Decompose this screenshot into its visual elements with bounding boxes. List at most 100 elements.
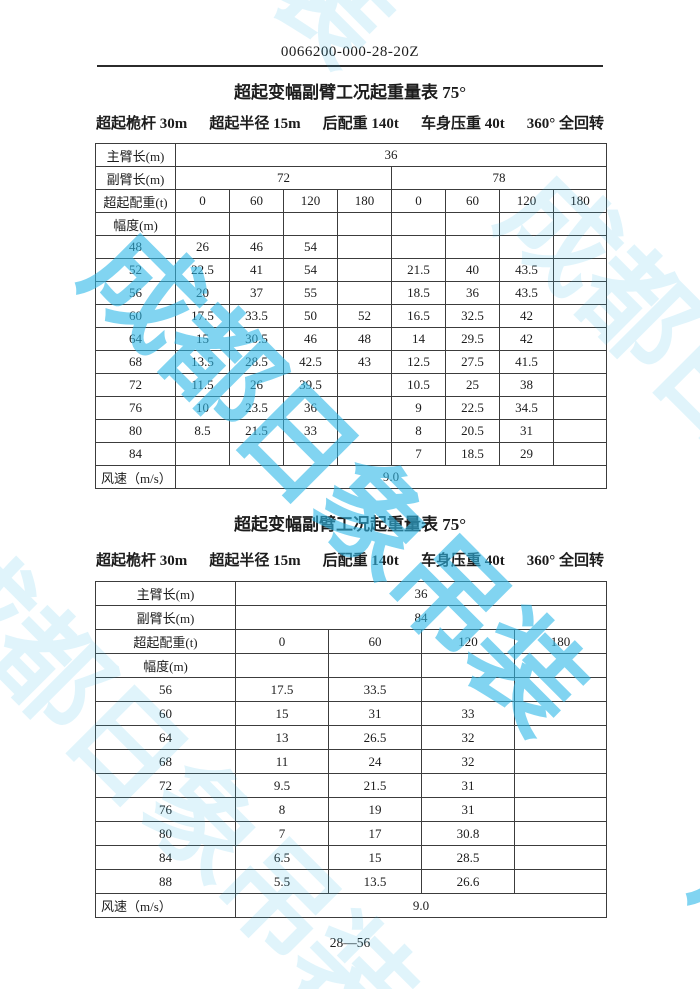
- capacity-cell: 41.5: [499, 350, 554, 374]
- capacity-cell: 43: [337, 350, 392, 374]
- capacity-cell: [421, 677, 515, 702]
- capacity-cell: [514, 725, 607, 750]
- radius-cell: 56: [95, 677, 236, 702]
- capacity-cell: 41: [229, 258, 284, 282]
- capacity-cell: 54: [283, 235, 338, 259]
- radius-cell: 68: [95, 749, 236, 774]
- capacity-cell: [514, 677, 607, 702]
- capacity-cell: [553, 281, 607, 305]
- capacity-cell: 42: [499, 304, 554, 328]
- main-boom-label-cell: 主臂长(m): [95, 581, 236, 606]
- capacity-cell: 32.5: [445, 304, 500, 328]
- capacity-cell: 20.5: [445, 419, 500, 443]
- capacity-cell: 17: [328, 821, 422, 846]
- capacity-cell: 17.5: [235, 677, 329, 702]
- radius-cell: 76: [95, 396, 176, 420]
- capacity-cell: [553, 373, 607, 397]
- capacity-cell: 22.5: [445, 396, 500, 420]
- capacity-cell: 23.5: [229, 396, 284, 420]
- amplitude-row: 60 17.5 33.5 50 52 16.5 32.5 42: [95, 304, 607, 328]
- amplitude-row: 72 9.5 21.5 31: [95, 773, 607, 798]
- capacity-cell: 13.5: [328, 869, 422, 894]
- empty-cell: [445, 212, 500, 236]
- param-slew-range: 360° 全回转: [526, 553, 604, 569]
- capacity-cell: 37: [229, 281, 284, 305]
- empty-cell: [391, 212, 446, 236]
- counterweight-value-cell: 60: [328, 629, 422, 654]
- capacity-cell: 33: [283, 419, 338, 443]
- capacity-cell: 15: [328, 845, 422, 870]
- jib-label-cell: 副臂长(m): [95, 605, 236, 630]
- capacity-cell: 7: [235, 821, 329, 846]
- amplitude-row: 60 15 31 33: [95, 701, 607, 726]
- capacity-cell: 28.5: [421, 845, 515, 870]
- counterweight-value-cell: 120: [283, 189, 338, 213]
- capacity-cell: 10: [175, 396, 230, 420]
- capacity-cell: 30.5: [229, 327, 284, 351]
- capacity-cell: 9: [391, 396, 446, 420]
- capacity-cell: 32: [421, 749, 515, 774]
- capacity-cell: [514, 869, 607, 894]
- radius-cell: 84: [95, 442, 176, 466]
- radius-cell: 64: [95, 327, 176, 351]
- main-boom-row: 主臂长(m) 36: [95, 143, 607, 167]
- amplitude-row: 52 22.5 41 54 21.5 40 43.5: [95, 258, 607, 282]
- amplitude-row: 84 7 18.5 29: [95, 442, 607, 466]
- capacity-cell: 21.5: [328, 773, 422, 798]
- capacity-cell: 54: [283, 258, 338, 282]
- capacity-cell: [283, 442, 338, 466]
- counterweight-value-cell: 60: [445, 189, 500, 213]
- capacity-cell: 32: [421, 725, 515, 750]
- capacity-cell: [337, 396, 392, 420]
- amplitude-row: 80 7 17 30.8: [95, 821, 607, 846]
- capacity-cell: 43.5: [499, 281, 554, 305]
- capacity-table-1: 主臂长(m) 36 副臂长(m) 72 78 超起配重(t) 0 60 120 …: [95, 143, 607, 489]
- main-boom-value-cell: 36: [175, 143, 607, 167]
- counterweight-value-cell: 120: [499, 189, 554, 213]
- radius-cell: 68: [95, 350, 176, 374]
- capacity-cell: 34.5: [499, 396, 554, 420]
- capacity-cell: 36: [283, 396, 338, 420]
- capacity-cell: 29.5: [445, 327, 500, 351]
- empty-cell: [283, 212, 338, 236]
- wind-value-cell: 9.0: [175, 465, 607, 489]
- capacity-cell: 18.5: [391, 281, 446, 305]
- empty-cell: [337, 212, 392, 236]
- param-carbody-weight: 车身压重 40t: [420, 116, 505, 132]
- capacity-cell: 29: [499, 442, 554, 466]
- capacity-cell: 17.5: [175, 304, 230, 328]
- param-slew-range: 360° 全回转: [526, 116, 604, 132]
- capacity-cell: 52: [337, 304, 392, 328]
- capacity-cell: [553, 258, 607, 282]
- capacity-cell: 43.5: [499, 258, 554, 282]
- capacity-cell: [553, 235, 607, 259]
- capacity-cell: [337, 281, 392, 305]
- capacity-cell: 31: [421, 797, 515, 822]
- capacity-cell: 33: [421, 701, 515, 726]
- capacity-cell: 27.5: [445, 350, 500, 374]
- capacity-cell: 26: [175, 235, 230, 259]
- jib-value-cell: 78: [391, 166, 607, 190]
- capacity-cell: [553, 304, 607, 328]
- amplitude-row: 56 20 37 55 18.5 36 43.5: [95, 281, 607, 305]
- capacity-cell: [391, 235, 446, 259]
- capacity-cell: 42.5: [283, 350, 338, 374]
- radius-cell: 52: [95, 258, 176, 282]
- param-sl-mast: 超起桅杆 30m: [96, 553, 188, 569]
- jib-length-row: 副臂长(m) 72 78: [95, 166, 607, 190]
- capacity-cell: 19: [328, 797, 422, 822]
- capacity-cell: 21.5: [229, 419, 284, 443]
- capacity-cell: 11.5: [175, 373, 230, 397]
- load-chart-section-2: 超起变幅副臂工况起重量表 75° 超起桅杆 30m 超起半径 15m 后配重 1…: [0, 510, 700, 918]
- param-rear-counterweight: 后配重 140t: [322, 553, 399, 569]
- capacity-cell: 26.6: [421, 869, 515, 894]
- counterweight-value-cell: 0: [391, 189, 446, 213]
- capacity-cell: [514, 749, 607, 774]
- param-carbody-weight: 车身压重 40t: [420, 553, 505, 569]
- capacity-cell: 6.5: [235, 845, 329, 870]
- param-sl-radius: 超起半径 15m: [209, 116, 301, 132]
- radius-cell: 48: [95, 235, 176, 259]
- amplitude-row: 72 11.5 26 39.5 10.5 25 38: [95, 373, 607, 397]
- counterweight-label-cell: 超起配重(t): [95, 629, 236, 654]
